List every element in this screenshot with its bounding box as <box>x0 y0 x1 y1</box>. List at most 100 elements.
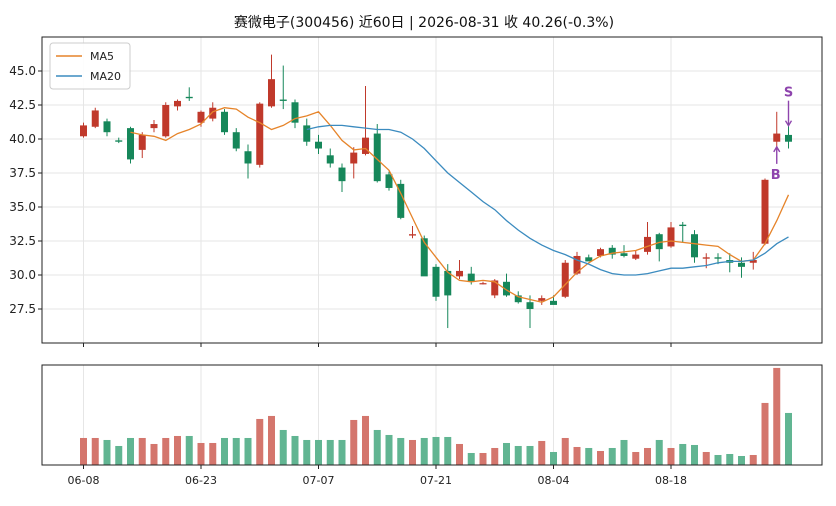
x-axis: 06-08 06-23 07-07 07-21 08-04 08-18 <box>68 343 687 487</box>
volume-bar <box>397 437 405 465</box>
candle-body <box>444 270 452 296</box>
volume-bar <box>479 452 487 465</box>
volume-bar <box>655 439 663 465</box>
volume-bar <box>456 443 463 465</box>
candle <box>244 144 252 179</box>
candle <box>174 99 181 111</box>
x-tick-label: 08-04 <box>538 474 570 487</box>
y-tick-label: 32.5 <box>9 234 36 248</box>
volume-bar <box>444 436 452 465</box>
volume-bar <box>467 452 475 465</box>
candle-body <box>456 270 463 277</box>
x-tick-label: 07-21 <box>420 474 452 487</box>
volume-bar <box>303 439 311 465</box>
candle-body <box>432 266 440 297</box>
candle <box>103 118 111 137</box>
volume-bar <box>91 437 99 465</box>
chart-title: 赛微电子(300456) 近60日 | 2026-08-31 收 40.26(-… <box>234 15 614 31</box>
candle-body <box>385 174 393 188</box>
candle <box>268 54 275 108</box>
candle <box>679 221 687 243</box>
y-tick-label: 27.5 <box>9 302 36 316</box>
candle-body <box>550 300 557 305</box>
x-tick-label: 08-18 <box>655 474 687 487</box>
candle <box>256 102 264 168</box>
candles <box>80 54 792 329</box>
candle-body <box>291 102 299 123</box>
candle <box>749 251 757 270</box>
candle-body <box>514 295 522 303</box>
candle-body <box>127 128 134 160</box>
volume-bar <box>573 446 581 465</box>
candle <box>561 260 569 299</box>
candle-body <box>103 121 111 133</box>
candle <box>761 178 769 246</box>
candle-body <box>268 79 275 107</box>
sell-signal-label: S <box>784 86 793 101</box>
sell-arrow-head <box>784 120 793 128</box>
x-tick-label: 07-07 <box>303 474 335 487</box>
volume-bar <box>773 367 781 465</box>
candle <box>315 134 322 154</box>
volume-plot-frame <box>41 364 823 466</box>
candle <box>80 122 87 138</box>
candle <box>456 260 463 280</box>
candle <box>773 111 781 150</box>
volume-bar <box>526 445 534 465</box>
candle <box>432 264 440 301</box>
candle-body <box>667 227 675 247</box>
volume-bar <box>667 447 675 465</box>
volume-bar <box>362 415 369 465</box>
candle-body <box>362 137 369 154</box>
volume-bar <box>561 437 569 465</box>
volume-bar <box>279 429 287 465</box>
candle-body <box>644 236 651 252</box>
candle-body <box>350 152 358 164</box>
candle <box>127 126 134 164</box>
candle-body <box>561 262 569 297</box>
candle-body <box>467 273 475 282</box>
volume-bar <box>326 439 334 465</box>
volume-bar <box>644 447 651 465</box>
candle <box>373 124 381 183</box>
volume-bar <box>679 443 687 465</box>
candle <box>573 251 581 275</box>
candle-body <box>785 134 792 142</box>
candle-body <box>397 183 405 218</box>
candle-body <box>244 151 252 164</box>
candle-body <box>185 96 193 99</box>
candle <box>138 132 146 159</box>
candle <box>291 99 299 129</box>
y-tick-label: 37.5 <box>9 166 36 180</box>
y-tick-label: 40.0 <box>9 132 36 146</box>
volume-bar <box>632 451 640 465</box>
volume-bar <box>714 454 722 465</box>
candle-body <box>221 111 228 133</box>
candle <box>691 230 698 263</box>
volume-bar <box>209 442 217 465</box>
candle <box>303 118 311 146</box>
candle <box>503 273 510 297</box>
candle-body <box>80 125 87 137</box>
candle <box>479 281 487 285</box>
candle-body <box>573 255 581 274</box>
candle <box>338 163 346 193</box>
buy-arrow-head <box>773 145 781 153</box>
candle-body <box>91 110 99 127</box>
candle <box>444 264 452 329</box>
candle-body <box>326 155 334 164</box>
candle-body <box>608 247 616 255</box>
volume-bar <box>138 437 146 465</box>
candle <box>585 254 593 262</box>
candle-body <box>503 281 510 296</box>
candle <box>620 245 628 258</box>
y-tick-label: 30.0 <box>9 268 36 282</box>
y-tick-label: 35.0 <box>9 200 36 214</box>
legend-box <box>49 42 131 90</box>
volume-bar <box>103 439 111 465</box>
volume-bar <box>385 434 393 465</box>
candle-body <box>162 105 170 137</box>
candle <box>362 85 369 156</box>
volume-bar <box>491 447 499 465</box>
